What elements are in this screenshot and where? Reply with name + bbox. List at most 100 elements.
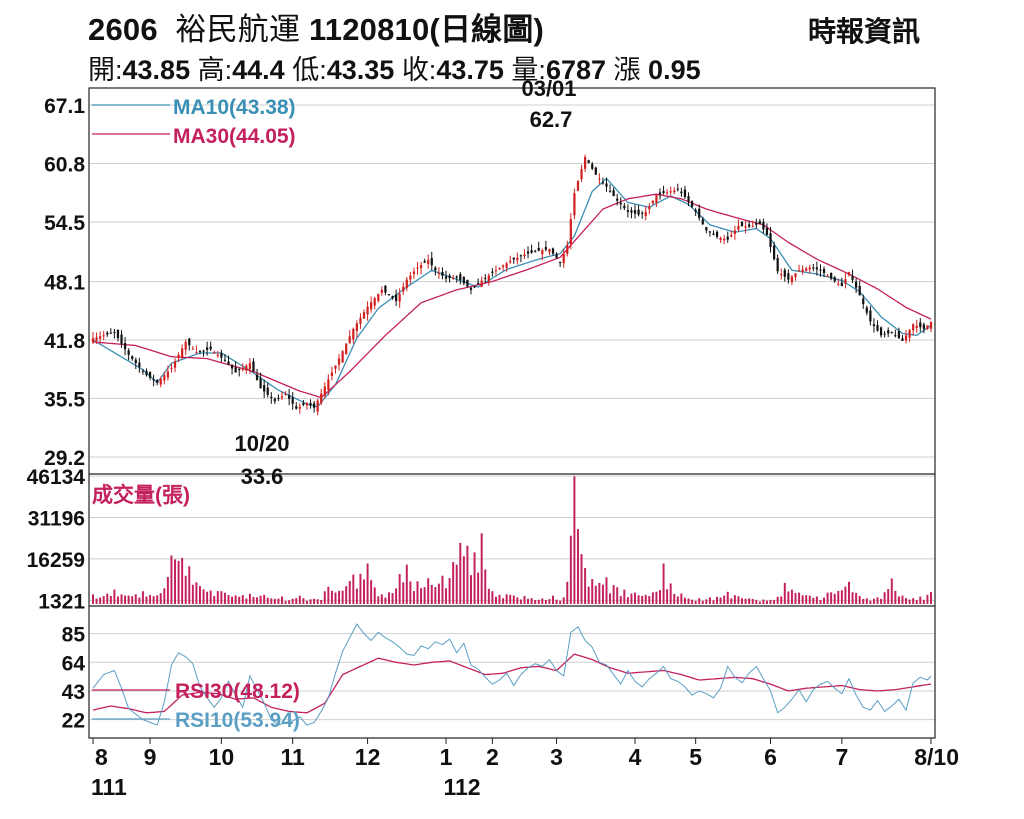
high-date-annotation: 03/01 <box>521 76 576 101</box>
price-tick-label: 35.5 <box>44 388 85 411</box>
volume-bar <box>876 597 879 604</box>
candle-body <box>541 250 544 255</box>
candle-body <box>876 325 879 331</box>
volume-bar <box>209 590 212 604</box>
volume-bar <box>908 599 911 604</box>
legend-ma30: MA30(44.05) <box>173 125 296 148</box>
candle-body <box>594 167 597 175</box>
candle-body <box>683 189 687 197</box>
legend-rsi30: RSI30(48.12) <box>175 680 300 703</box>
candle-body <box>701 219 704 225</box>
x-tick-label: 10 <box>209 744 235 770</box>
close-value: 43.75 <box>436 55 504 85</box>
candle-body <box>152 379 155 381</box>
candle-body <box>359 317 362 324</box>
candle-body <box>922 324 925 329</box>
volume-bar <box>798 592 801 604</box>
candle-body <box>776 258 779 272</box>
candle-body <box>512 257 515 260</box>
candle-body <box>548 248 551 253</box>
volume-bar <box>676 596 679 604</box>
volume-bar <box>220 591 223 604</box>
candle-body <box>844 279 847 284</box>
candle-body <box>887 330 890 334</box>
candle-body <box>666 192 669 194</box>
candle-body <box>216 354 219 357</box>
candle-body <box>708 231 712 233</box>
volume-bar <box>498 594 501 604</box>
candle-body <box>705 227 708 231</box>
open-label: 開: <box>88 55 123 85</box>
candle-body <box>851 276 854 280</box>
volume-bar <box>245 598 248 604</box>
candle-body <box>641 212 644 214</box>
x-tick-label: 1 <box>440 744 453 770</box>
price-tick-label: 48.1 <box>44 271 85 294</box>
candle-body <box>402 286 405 292</box>
candle-body <box>163 375 166 381</box>
candle-body <box>780 274 783 276</box>
volume-bar <box>95 598 98 604</box>
volume-bar <box>919 596 922 604</box>
candle-body <box>441 271 444 276</box>
candle-body <box>616 198 619 201</box>
candle-body <box>676 188 679 190</box>
candle-body <box>530 250 533 253</box>
candle-body <box>202 350 205 352</box>
volume-bar <box>509 594 512 604</box>
candle-body <box>751 225 754 227</box>
volume-bar <box>815 596 818 604</box>
volume-bar <box>584 567 587 604</box>
candle-body <box>245 365 248 371</box>
candle-body <box>912 324 915 331</box>
volume-bar <box>687 598 690 604</box>
volume-bar <box>384 597 387 604</box>
volume-bar <box>102 596 105 604</box>
candle-body <box>341 351 344 363</box>
candle-body <box>748 224 751 227</box>
volume-bar <box>548 599 551 604</box>
candle-body <box>462 276 465 284</box>
candle-body <box>213 352 216 354</box>
candle-body <box>644 211 647 217</box>
high-value: 44.4 <box>232 55 285 85</box>
volume-bar <box>897 596 900 604</box>
volume-bar <box>826 592 829 604</box>
candle-body <box>783 270 786 277</box>
volume-bar <box>323 591 326 604</box>
candle-body <box>362 312 366 319</box>
candle-body <box>587 160 590 163</box>
candle-body <box>772 245 776 260</box>
volume-bar <box>758 601 761 604</box>
volume-bar <box>163 588 166 604</box>
candle-body <box>280 396 284 398</box>
candle-body <box>573 193 576 216</box>
candle-body <box>191 348 194 350</box>
volume-bar <box>484 569 487 604</box>
volume-bar <box>712 600 715 604</box>
volume-bar <box>462 556 465 604</box>
candle-body <box>352 328 355 340</box>
volume-bar <box>634 592 637 604</box>
candle-body <box>177 354 180 358</box>
candle-body <box>106 332 109 335</box>
candle-body <box>477 282 480 284</box>
volume-bar <box>787 591 790 604</box>
volume-bar <box>573 476 576 604</box>
volume-bar <box>188 566 191 604</box>
volume-bar <box>466 545 469 604</box>
candle-body <box>812 267 815 269</box>
volume-bar <box>455 564 458 604</box>
candle-body <box>166 371 169 378</box>
candle-body <box>377 294 380 301</box>
volume-bar <box>195 582 198 604</box>
candle-body <box>398 293 401 302</box>
volume-bar <box>762 599 765 604</box>
volume-bar <box>790 589 793 604</box>
volume-bar <box>316 599 319 604</box>
candle-body <box>266 387 269 395</box>
candle-body <box>908 329 911 338</box>
volume-bar <box>288 600 291 604</box>
candle-body <box>837 283 840 285</box>
